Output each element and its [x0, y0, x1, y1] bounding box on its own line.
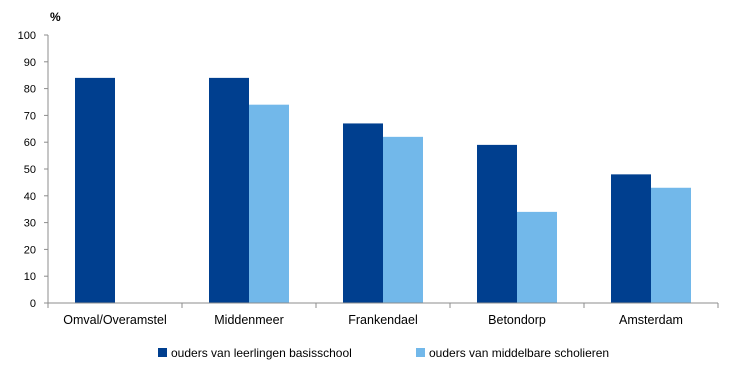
x-category-label: Betondorp — [488, 313, 546, 327]
y-tick-label: 60 — [24, 137, 36, 149]
bars — [75, 77, 691, 304]
x-category-label: Middenmeer — [214, 313, 283, 327]
legend: ouders van leerlingen basisschool ouders … — [158, 346, 609, 360]
y-tick-label: 50 — [24, 164, 36, 176]
bar-basisschool-2 — [343, 123, 383, 303]
y-axis: 0 10 20 30 40 50 60 70 80 90 100 — [18, 30, 49, 310]
bar-basisschool-1 — [209, 77, 249, 303]
y-tick-label: 80 — [24, 84, 36, 96]
y-tick-label: 70 — [24, 110, 36, 122]
y-tick-label: 20 — [24, 244, 36, 256]
bar-middelbare-4 — [651, 187, 691, 303]
bar-middelbare-2 — [383, 136, 423, 303]
legend-label: ouders van middelbare scholieren — [429, 346, 609, 360]
y-tick-label: 100 — [18, 30, 36, 42]
bar-basisschool-3 — [477, 144, 517, 303]
legend-label: ouders van leerlingen basisschool — [171, 346, 352, 360]
x-category-label: Frankendael — [348, 313, 418, 327]
legend-swatch — [416, 348, 425, 357]
y-tick-label: 90 — [24, 57, 36, 69]
bar-middelbare-3 — [517, 211, 557, 303]
y-unit-label: % — [50, 10, 61, 24]
x-category-label: Omval/Overamstel — [63, 313, 167, 327]
legend-swatch — [158, 348, 167, 357]
y-tick-label: 0 — [30, 298, 36, 310]
x-axis: Omval/Overamstel Middenmeer Frankendael Bet… — [47, 302, 719, 327]
bar-basisschool-0 — [75, 77, 115, 303]
y-tick-label: 10 — [24, 271, 36, 283]
bar-basisschool-4 — [611, 174, 651, 303]
y-tick-label: 30 — [24, 218, 36, 230]
x-category-label: Amsterdam — [619, 313, 683, 327]
y-tick-label: 40 — [24, 191, 36, 203]
bar-middelbare-1 — [249, 104, 289, 304]
